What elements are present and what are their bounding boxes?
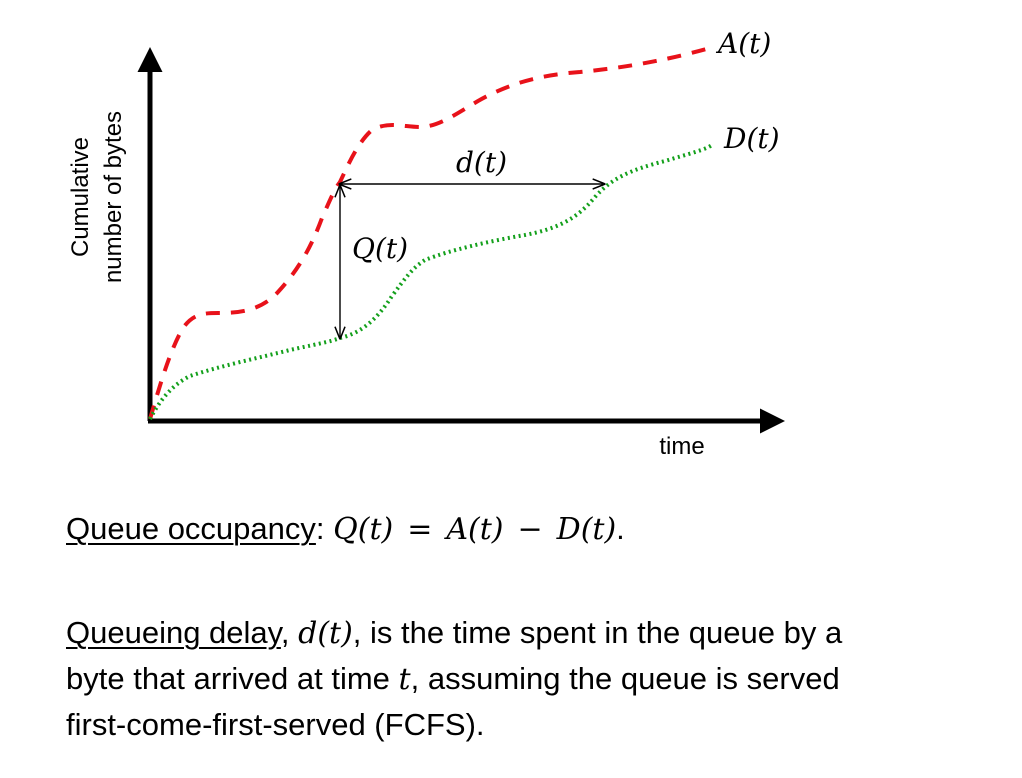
x-axis-label: time bbox=[659, 433, 704, 460]
queue-diagram: Cumulative number of bytes time A(t) D(t… bbox=[67, 27, 785, 460]
delay-line1: Queueing delay, d(t), is the time spent … bbox=[66, 610, 842, 656]
occupancy-minus: − bbox=[517, 512, 543, 547]
occupancy-term: Queue occupancy bbox=[66, 511, 316, 546]
delay-rest-line1: , is the time spent in the queue by a bbox=[352, 615, 843, 650]
delay-definition: Queueing delay, d(t), is the time spent … bbox=[66, 610, 842, 747]
y-axis-label-line1: Cumulative bbox=[67, 137, 94, 257]
occupancy-d: D(t) bbox=[556, 512, 617, 547]
occupancy-definition: Queue occupancy: Q(t) = A(t) − D(t). bbox=[66, 508, 625, 551]
delay-line2-pre: byte that arrived at time bbox=[66, 661, 399, 696]
occupancy-lhs: Q(t) bbox=[333, 512, 394, 547]
delay-line2-var: t bbox=[398, 662, 411, 697]
delay-line2-post: , assuming the queue is served bbox=[410, 661, 840, 696]
queue-label: Q(t) bbox=[352, 232, 408, 265]
occupancy-colon: : bbox=[315, 511, 325, 546]
delay-symbol: d(t) bbox=[298, 616, 353, 651]
occupancy-equals: = bbox=[407, 512, 433, 547]
arrivals-label: A(t) bbox=[715, 27, 771, 60]
delay-label: d(t) bbox=[456, 146, 507, 179]
delay-term: Queueing delay bbox=[66, 615, 281, 650]
occupancy-period: . bbox=[616, 511, 625, 546]
y-axis-label-line2: number of bytes bbox=[100, 111, 127, 283]
delay-comma: , bbox=[280, 615, 290, 650]
delay-line2: byte that arrived at time t, assuming th… bbox=[66, 656, 842, 702]
delay-line3: first-come-first-served (FCFS). bbox=[66, 707, 485, 742]
departures-label: D(t) bbox=[723, 122, 780, 155]
occupancy-a: A(t) bbox=[446, 512, 504, 547]
departures-curve bbox=[148, 143, 714, 420]
